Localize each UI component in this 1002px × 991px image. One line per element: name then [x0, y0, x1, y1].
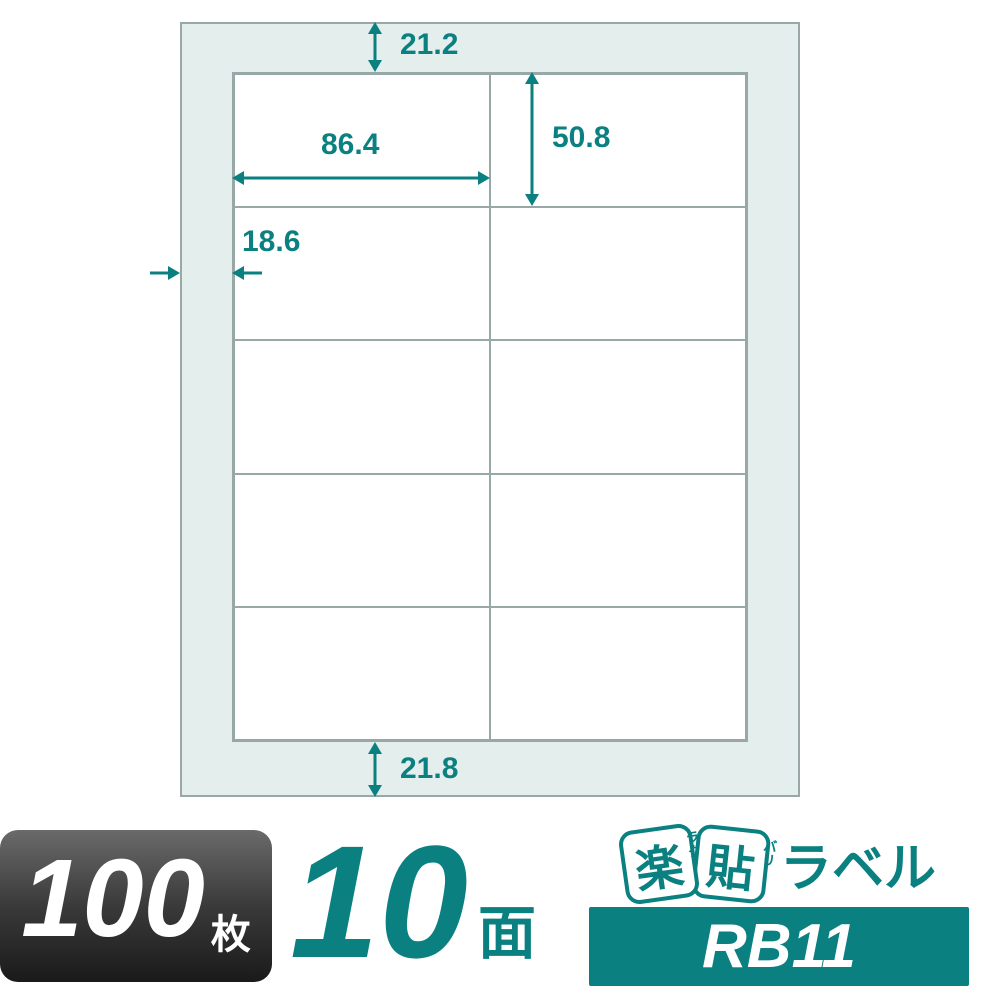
label-dimension-diagram: 21.2 86.4 50.8 18.6 21.8: [0, 0, 1002, 815]
label-cell: [490, 607, 746, 740]
label-cell: [234, 607, 490, 740]
sheet-count-unit: 枚: [211, 902, 251, 960]
dim-cell-height: 50.8: [552, 121, 610, 155]
dim-cell-width: 86.4: [321, 128, 379, 162]
dim-top-margin: 21.2: [400, 28, 458, 62]
brand-char1-text: 楽: [630, 826, 687, 902]
dim-bottom-arrow: [360, 742, 390, 797]
dim-top-arrow: [360, 22, 390, 72]
dim-left-margin: 18.6: [242, 225, 300, 259]
dim-height-arrow: [520, 72, 544, 206]
brand-suffix: ラベル: [780, 826, 936, 901]
dim-bottom-margin: 21.8: [400, 752, 458, 786]
label-cell: [234, 474, 490, 607]
brand-ruby2: バリ: [758, 837, 781, 867]
label-cell: [490, 474, 746, 607]
brand-block: 楽 ラク 貼 バリ ラベル RB11: [556, 822, 1002, 990]
brand-char2-text: 貼: [703, 826, 758, 901]
faces-number: 10: [290, 822, 468, 982]
label-cell: [234, 340, 490, 473]
product-info-bar: 100 枚 10 面 楽 ラク 貼 バリ ラベル RB11: [0, 822, 1002, 990]
faces-unit: 面: [478, 886, 536, 970]
label-cell: [490, 340, 746, 473]
faces-block: 10 面: [290, 822, 536, 990]
brand-ruby1: ラク: [682, 828, 706, 859]
dim-left-arrow: [150, 261, 262, 285]
brand-row: 楽 ラク 貼 バリ ラベル: [622, 826, 936, 901]
dim-width-arrow: [232, 166, 490, 190]
product-code: RB11: [589, 907, 969, 986]
sheet-count-number: 100: [21, 838, 205, 959]
sheet-count-badge: 100 枚: [0, 830, 272, 982]
label-cell: [490, 207, 746, 340]
brand-char-raku: 楽 ラク: [617, 822, 701, 906]
